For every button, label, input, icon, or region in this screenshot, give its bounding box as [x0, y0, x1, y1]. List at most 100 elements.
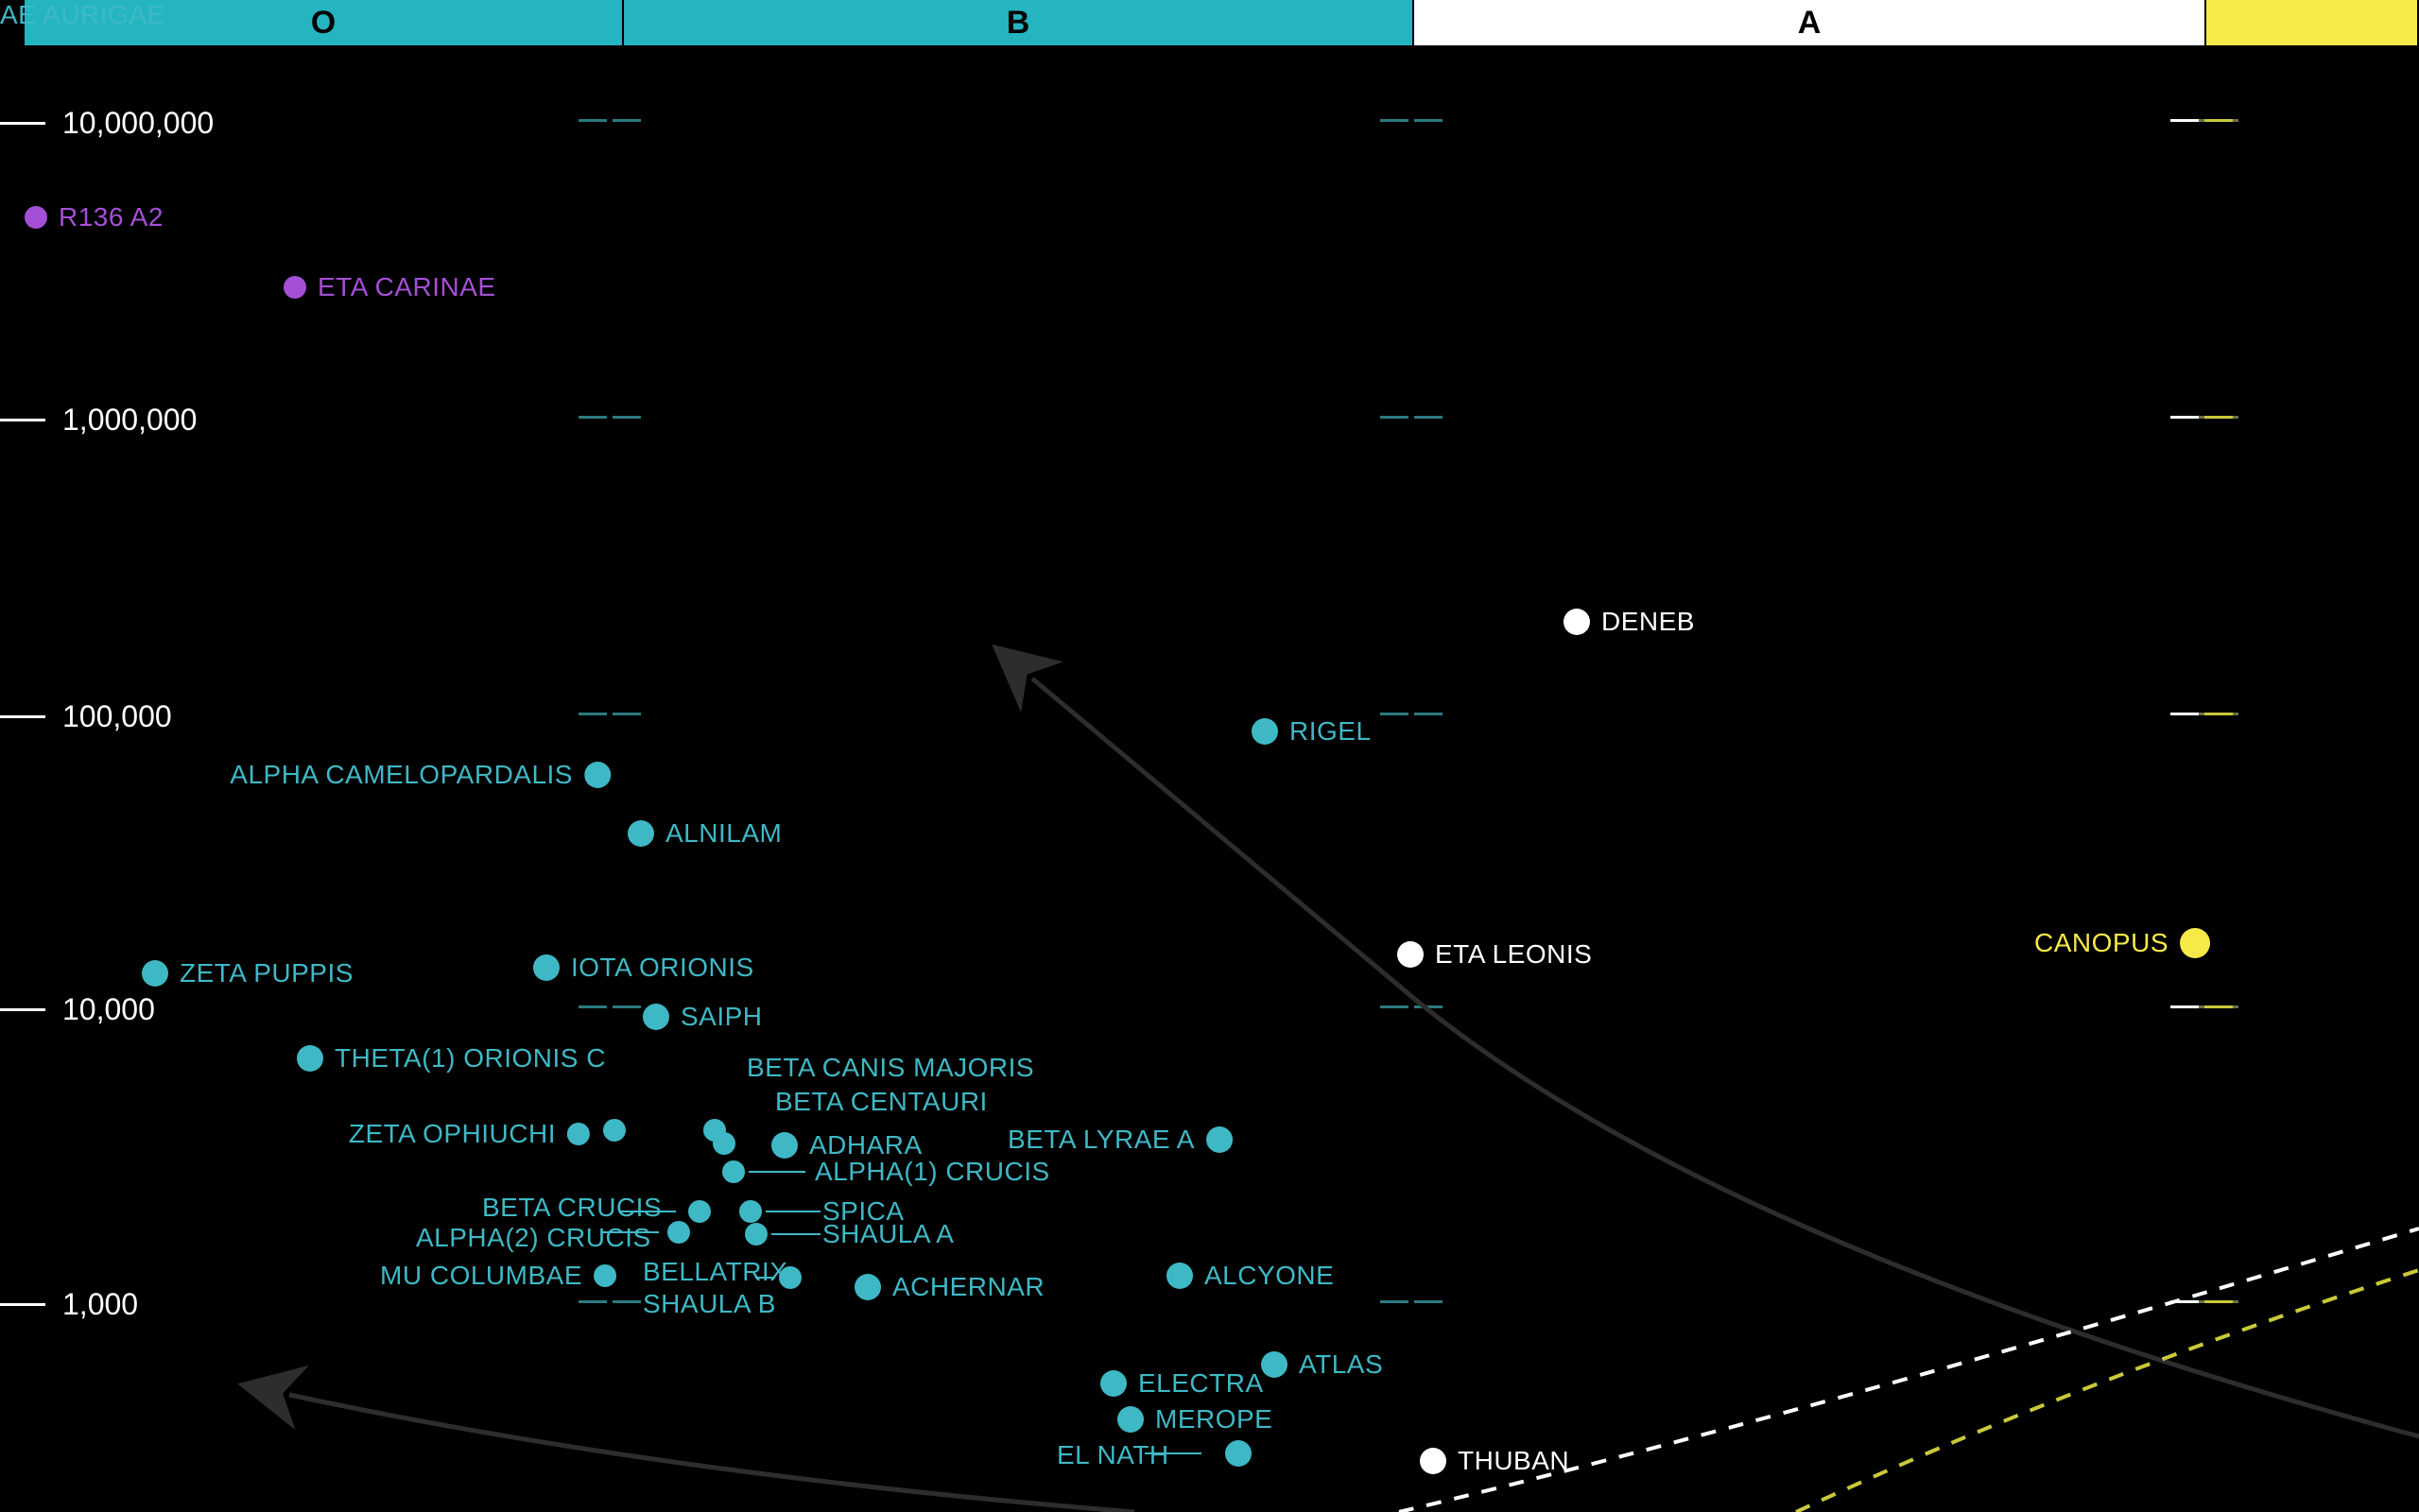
- star-marker: THUBAN: [1420, 1446, 1569, 1476]
- leader-line: [771, 1233, 821, 1235]
- star-dot-icon: [1252, 718, 1278, 745]
- star-marker: [745, 1223, 768, 1246]
- star-marker: ZETA PUPPIS: [142, 958, 354, 988]
- star-name: ATLAS: [1299, 1349, 1383, 1380]
- star-name: THUBAN: [1458, 1446, 1569, 1476]
- star-marker: ALCYONE: [1166, 1261, 1334, 1291]
- leader-line: [766, 1211, 821, 1212]
- y-tick-label: 100,000: [62, 699, 172, 734]
- star-name: R136 A2: [59, 202, 164, 232]
- star-dot-icon: [855, 1274, 881, 1300]
- leader-line: [749, 1171, 805, 1173]
- star-dot-icon: [2180, 928, 2210, 958]
- column-tick: [579, 1005, 607, 1008]
- column-tick: [2170, 713, 2199, 715]
- star-dot-icon: [142, 960, 168, 987]
- star-dot-icon: [643, 1004, 669, 1030]
- star-name: BETA CENTAURI: [775, 1087, 988, 1117]
- star-dot-icon: [739, 1200, 762, 1223]
- star-name: EL NATH: [1057, 1440, 1169, 1470]
- star-marker: DENEB: [1564, 607, 1695, 637]
- star-dot-icon: [1420, 1448, 1446, 1474]
- column-tick: [579, 119, 607, 122]
- star-marker: [667, 1221, 690, 1244]
- star-name: BETA CRUCIS: [482, 1193, 662, 1223]
- star-dot-icon: [1117, 1406, 1144, 1433]
- column-tick: [2170, 1300, 2199, 1303]
- star-marker: [688, 1200, 711, 1223]
- star-marker: THETA(1) ORIONIS C: [297, 1043, 606, 1074]
- y-tick-label: 10,000: [62, 992, 155, 1027]
- star-marker: MU COLUMBAE: [380, 1261, 616, 1291]
- star-name: ELECTRA: [1138, 1368, 1264, 1399]
- star-marker: CANOPUS: [2034, 928, 2210, 958]
- leader-line: [1145, 1452, 1201, 1454]
- hr-diagram: OBA 10,000,0001,000,000100,00010,0001,00…: [0, 0, 2419, 1512]
- star-marker: ACHERNAR: [855, 1272, 1045, 1302]
- star-dot-icon: [594, 1264, 616, 1287]
- star-marker: RIGEL: [1252, 716, 1372, 747]
- star-name: ALPHA(1) CRUCIS: [815, 1157, 1050, 1187]
- star-name: ETA CARINAE: [318, 272, 496, 302]
- star-dot-icon: [1166, 1263, 1193, 1289]
- star-name: MEROPE: [1155, 1404, 1272, 1435]
- star-dot-icon: [567, 1123, 590, 1145]
- star-name: AE AURIGAE: [0, 0, 165, 30]
- star-name: MU COLUMBAE: [380, 1261, 582, 1291]
- column-tick: [2170, 119, 2199, 122]
- star-name: THETA(1) ORIONIS C: [335, 1043, 606, 1074]
- star-name: RIGEL: [1289, 716, 1372, 747]
- star-dot-icon: [628, 820, 654, 847]
- column-tick: [2204, 713, 2233, 715]
- spectral-class-cell: A: [1414, 0, 2206, 45]
- y-tick: 1,000,000: [0, 403, 197, 438]
- star-dot-icon: [1206, 1126, 1233, 1153]
- star-marker: IOTA ORIONIS: [533, 953, 754, 983]
- column-tick: [2170, 1005, 2199, 1008]
- star-dot-icon: [713, 1132, 735, 1155]
- star-dot-icon: [688, 1200, 711, 1223]
- spectral-class-cell: B: [624, 0, 1414, 45]
- star-marker: MEROPE: [1117, 1404, 1272, 1435]
- y-tick: 1,000: [0, 1287, 138, 1322]
- y-tick-label: 10,000,000: [62, 106, 214, 141]
- leader-line: [619, 1211, 676, 1212]
- y-tick: 10,000: [0, 992, 155, 1027]
- star-dot-icon: [667, 1221, 690, 1244]
- y-tick-label: 1,000,000: [62, 403, 197, 438]
- column-tick: [2204, 119, 2233, 122]
- star-label: SHAULA B: [643, 1289, 776, 1319]
- star-marker: ALPHA CAMELOPARDALIS: [230, 760, 611, 790]
- column-tick: [579, 416, 607, 419]
- star-dot-icon: [1100, 1370, 1127, 1397]
- star-label: BETA CENTAURI: [775, 1087, 988, 1117]
- star-name: ALPHA(2) CRUCIS: [416, 1223, 651, 1253]
- star-name: SHAULA B: [643, 1289, 776, 1319]
- star-name: CANOPUS: [2034, 928, 2168, 958]
- star-label: BETA CANIS MAJORIS: [747, 1053, 1034, 1083]
- star-dot-icon: [1225, 1440, 1252, 1467]
- star-marker: BETA LYRAE A: [1008, 1125, 1233, 1155]
- column-tick: [579, 713, 607, 715]
- star-name: ZETA OPHIUCHI: [349, 1119, 556, 1149]
- column-tick: [579, 1300, 607, 1303]
- star-marker: [713, 1132, 735, 1155]
- star-marker: [722, 1160, 745, 1183]
- star-marker: ETA CARINAE: [284, 272, 496, 302]
- y-tick-label: 1,000: [62, 1287, 138, 1322]
- star-marker: [739, 1200, 762, 1223]
- star-dot-icon: [722, 1160, 745, 1183]
- star-label: ALPHA(2) CRUCIS: [416, 1223, 651, 1253]
- column-tick: [1380, 1300, 1408, 1303]
- star-name: BETA CANIS MAJORIS: [747, 1053, 1034, 1083]
- star-name: ALPHA CAMELOPARDALIS: [230, 760, 573, 790]
- star-marker: ETA LEONIS: [1397, 939, 1592, 970]
- star-name: IOTA ORIONIS: [571, 953, 754, 983]
- star-dot-icon: [771, 1132, 798, 1159]
- star-dot-icon: [1397, 941, 1424, 968]
- column-tick: [2204, 416, 2233, 419]
- leader-line: [602, 1231, 659, 1233]
- star-marker: R136 A2: [25, 202, 164, 232]
- star-label: EL NATH: [1057, 1440, 1169, 1470]
- star-dot-icon: [284, 276, 306, 299]
